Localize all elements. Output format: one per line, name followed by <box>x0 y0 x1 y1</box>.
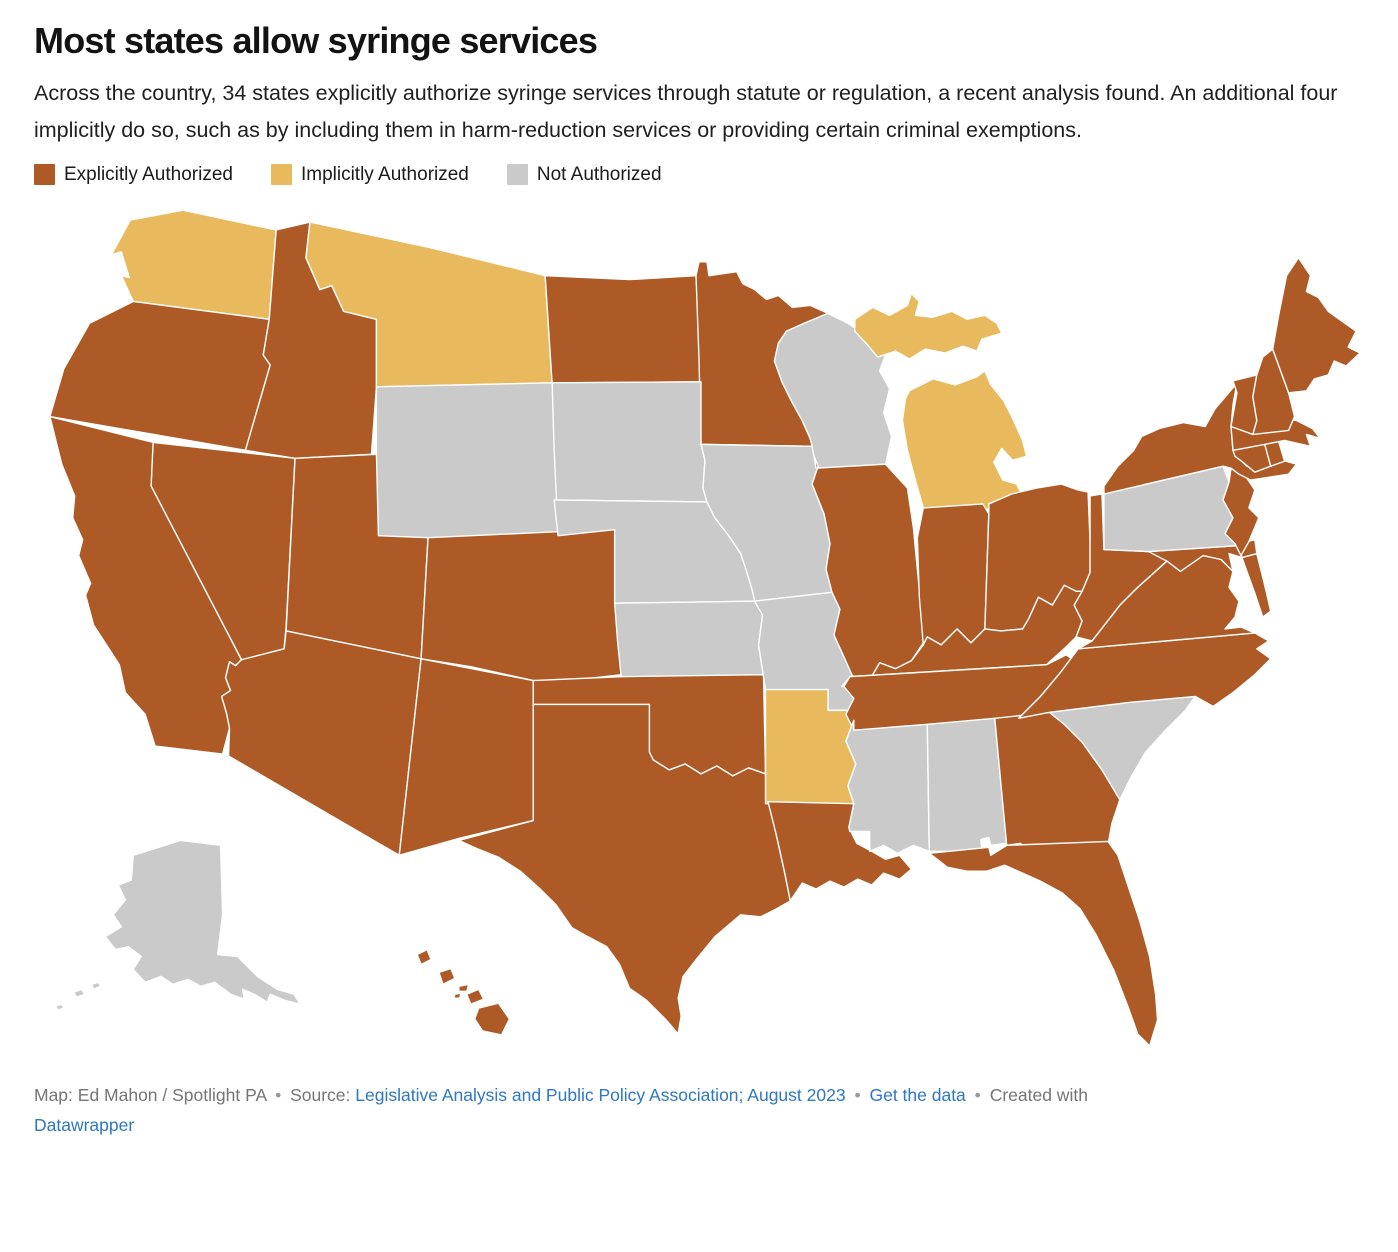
state-nm[interactable]: NM: Explicitly Authorized <box>398 657 534 856</box>
legend-label-explicit: Explicitly Authorized <box>64 163 233 185</box>
footer-text: Created with <box>989 1084 1088 1105</box>
state-nh[interactable]: NH: Explicitly Authorized <box>1252 348 1296 435</box>
state-vt[interactable]: VT: Explicitly Authorized <box>1230 373 1258 435</box>
state-mt[interactable]: MT: Implicitly Authorized <box>305 220 553 388</box>
legend-swatch-not_authorized <box>506 164 528 186</box>
state-mi[interactable]: MI: Implicitly Authorized <box>854 292 1030 511</box>
state-co[interactable]: CO: Explicitly Authorized <box>420 528 623 681</box>
state-il[interactable]: IL: Explicitly Authorized <box>811 455 925 691</box>
legend-swatch-explicit <box>34 164 55 186</box>
footer-link-get-the-data[interactable]: Get the data <box>869 1084 966 1105</box>
state-wi[interactable]: WI: Not Authorized <box>773 312 893 469</box>
state-wy[interactable]: WY: Not Authorized <box>375 381 559 538</box>
state-in[interactable]: IN: Explicitly Authorized <box>916 502 990 646</box>
legend-swatch-implicit <box>270 164 292 186</box>
state-nc[interactable]: NC: Explicitly Authorized <box>1017 631 1272 719</box>
footer-link-datawrapper[interactable]: Datawrapper <box>34 1115 135 1136</box>
state-nj[interactable]: NJ: Explicitly Authorized <box>1222 467 1260 556</box>
legend-label-implicit: Implicitly Authorized <box>300 163 469 185</box>
state-sd[interactable]: SD: Not Authorized <box>551 380 708 503</box>
footer-attribution: Map: Ed Mahon / Spotlight PA • Source: L… <box>34 1080 1364 1141</box>
footer-line-2: Datawrapper <box>34 1110 1364 1141</box>
us-choropleth-map: WA: Implicitly AuthorizedOR: Explicitly … <box>34 200 1364 1054</box>
state-tx[interactable]: TX: Explicitly Authorized <box>458 703 792 1035</box>
legend-item-implicit: Implicitly Authorized <box>270 163 469 186</box>
footer-separator: • <box>974 1084 981 1105</box>
footer-separator: • <box>854 1084 861 1105</box>
footer-link-legislative-analysis-and-public-policy-association-august-2023[interactable]: Legislative Analysis and Public Policy A… <box>355 1084 846 1105</box>
map-svg: WA: Implicitly AuthorizedOR: Explicitly … <box>49 209 1361 1047</box>
state-la[interactable]: LA: Explicitly Authorized <box>766 800 913 902</box>
footer-separator: • <box>275 1084 282 1105</box>
page-title: Most states allow syringe services <box>34 20 598 61</box>
legend-item-not_authorized: Not Authorized <box>506 163 662 186</box>
footer-text: Source: <box>290 1084 351 1105</box>
state-nd[interactable]: ND: Explicitly Authorized <box>544 274 702 384</box>
footer-text: Map: Ed Mahon / Spotlight PA <box>34 1084 267 1105</box>
state-ak[interactable]: AK: Not Authorized <box>55 839 301 1011</box>
footer-line-1: Map: Ed Mahon / Spotlight PA • Source: L… <box>34 1080 1364 1111</box>
state-hi[interactable]: HI: Explicitly Authorized <box>416 948 511 1036</box>
legend-label-not_authorized: Not Authorized <box>536 163 662 185</box>
state-ks[interactable]: KS: Not Authorized <box>613 600 765 681</box>
state-al[interactable]: AL: Not Authorized <box>926 717 1008 866</box>
state-az[interactable]: AZ: Explicitly Authorized <box>220 629 422 856</box>
legend-item-explicit: Explicitly Authorized <box>34 164 233 186</box>
state-ms[interactable]: MS: Not Authorized <box>845 719 930 854</box>
state-ky[interactable]: KY: Explicitly Authorized <box>841 584 1083 691</box>
datawrapper-chart: Most states allow syringe services Acros… <box>34 20 1364 1141</box>
state-fl[interactable]: FL: Explicitly Authorized <box>928 840 1159 1047</box>
legend: Explicitly Authorized Implicitly Authoriz… <box>34 164 1364 186</box>
chart-description: Across the country, 34 states explicitly… <box>34 81 1338 142</box>
state-me[interactable]: ME: Explicitly Authorized <box>1271 256 1361 394</box>
